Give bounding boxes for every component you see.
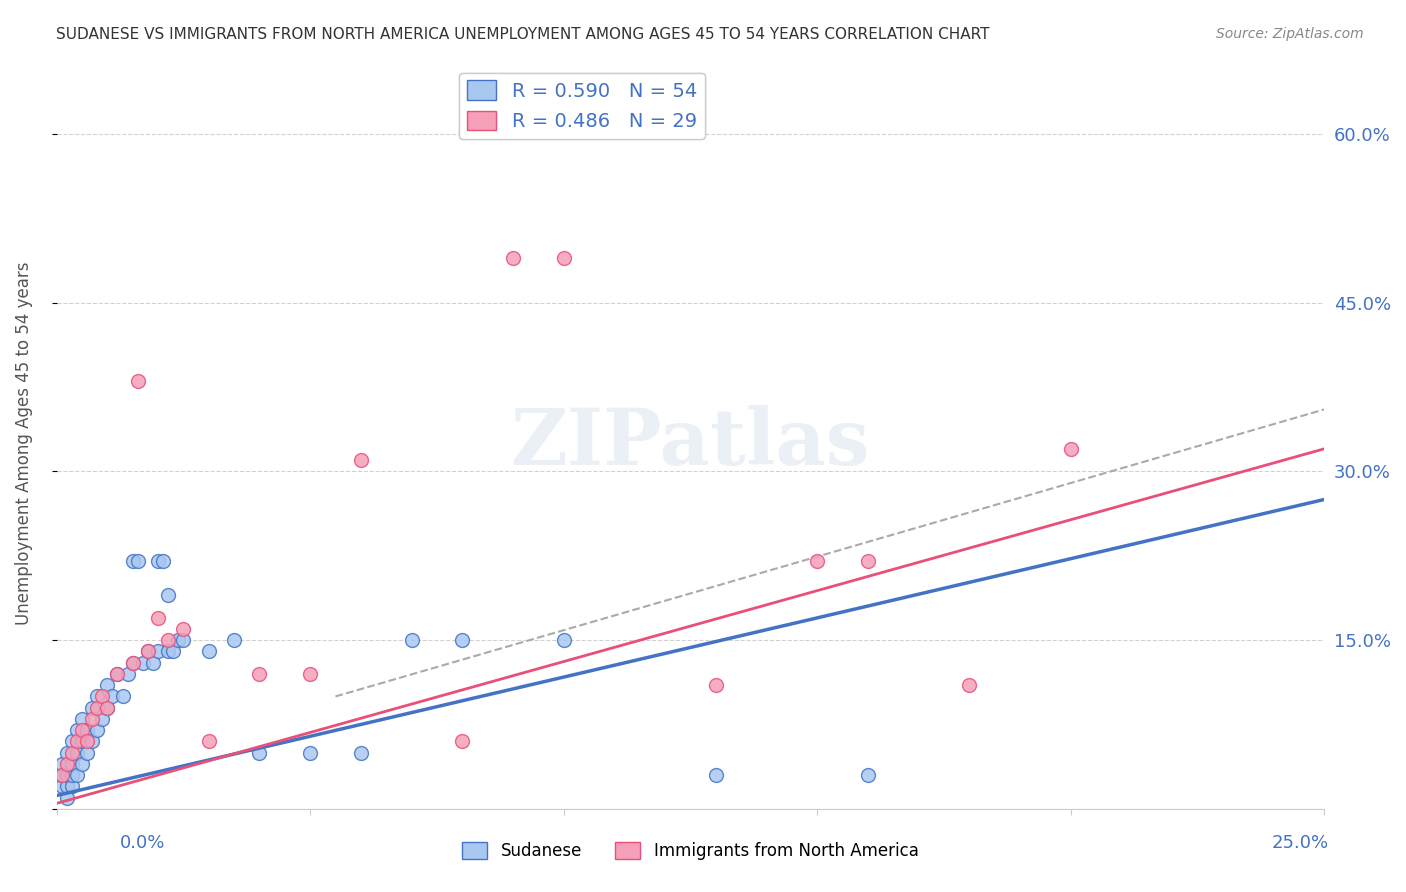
Point xyxy=(197,734,219,748)
Point xyxy=(146,610,169,624)
Point xyxy=(60,780,83,794)
Point xyxy=(60,746,83,760)
Point xyxy=(60,768,83,782)
Text: ZIPatlas: ZIPatlas xyxy=(510,405,870,481)
Point xyxy=(66,768,89,782)
Point xyxy=(107,667,129,681)
Point xyxy=(553,251,575,265)
Point xyxy=(136,644,159,658)
Y-axis label: Unemployment Among Ages 45 to 54 years: Unemployment Among Ages 45 to 54 years xyxy=(15,261,32,625)
Point xyxy=(249,667,271,681)
Point xyxy=(76,734,98,748)
Point xyxy=(117,667,139,681)
Point xyxy=(91,690,114,704)
Point xyxy=(157,633,180,648)
Point xyxy=(502,251,524,265)
Text: SUDANESE VS IMMIGRANTS FROM NORTH AMERICA UNEMPLOYMENT AMONG AGES 45 TO 54 YEARS: SUDANESE VS IMMIGRANTS FROM NORTH AMERIC… xyxy=(56,27,990,42)
Point xyxy=(157,644,180,658)
Point xyxy=(70,734,93,748)
Point xyxy=(96,700,118,714)
Point xyxy=(299,746,322,760)
Point xyxy=(132,656,155,670)
Point xyxy=(82,712,104,726)
Point xyxy=(70,723,93,738)
Point xyxy=(55,768,77,782)
Point xyxy=(60,734,83,748)
Point xyxy=(55,756,77,771)
Point xyxy=(222,633,245,648)
Point xyxy=(76,746,98,760)
Point xyxy=(172,622,194,636)
Point xyxy=(51,768,73,782)
Point xyxy=(51,768,73,782)
Point xyxy=(76,723,98,738)
Point xyxy=(142,656,165,670)
Point xyxy=(451,734,474,748)
Point xyxy=(146,554,169,568)
Point xyxy=(82,700,104,714)
Point xyxy=(55,746,77,760)
Point xyxy=(127,374,149,388)
Point xyxy=(856,768,879,782)
Point xyxy=(401,633,423,648)
Point xyxy=(704,768,727,782)
Point xyxy=(121,656,143,670)
Point xyxy=(197,644,219,658)
Point xyxy=(146,644,169,658)
Point xyxy=(249,746,271,760)
Point xyxy=(152,554,174,568)
Point xyxy=(806,554,828,568)
Point xyxy=(86,700,108,714)
Legend: R = 0.590   N = 54, R = 0.486   N = 29: R = 0.590 N = 54, R = 0.486 N = 29 xyxy=(460,72,704,139)
Point xyxy=(70,712,93,726)
Point xyxy=(82,734,104,748)
Point xyxy=(553,633,575,648)
Point xyxy=(91,712,114,726)
Point xyxy=(107,667,129,681)
Point xyxy=(157,588,180,602)
Point xyxy=(101,690,124,704)
Point xyxy=(167,633,190,648)
Point xyxy=(127,554,149,568)
Point xyxy=(856,554,879,568)
Point xyxy=(51,780,73,794)
Point xyxy=(70,756,93,771)
Point xyxy=(66,734,89,748)
Point xyxy=(111,690,134,704)
Point xyxy=(86,690,108,704)
Point xyxy=(136,644,159,658)
Point xyxy=(299,667,322,681)
Point xyxy=(55,790,77,805)
Point xyxy=(96,678,118,692)
Point xyxy=(96,700,118,714)
Point xyxy=(350,453,373,467)
Text: 25.0%: 25.0% xyxy=(1271,834,1329,852)
Point xyxy=(162,644,184,658)
Text: Source: ZipAtlas.com: Source: ZipAtlas.com xyxy=(1216,27,1364,41)
Point xyxy=(451,633,474,648)
Point xyxy=(121,656,143,670)
Point xyxy=(66,723,89,738)
Text: 0.0%: 0.0% xyxy=(120,834,165,852)
Point xyxy=(957,678,980,692)
Point xyxy=(86,723,108,738)
Point xyxy=(60,756,83,771)
Point xyxy=(704,678,727,692)
Point xyxy=(121,554,143,568)
Point xyxy=(51,756,73,771)
Point xyxy=(172,633,194,648)
Point xyxy=(1059,442,1081,456)
Point xyxy=(55,780,77,794)
Point xyxy=(350,746,373,760)
Point xyxy=(66,746,89,760)
